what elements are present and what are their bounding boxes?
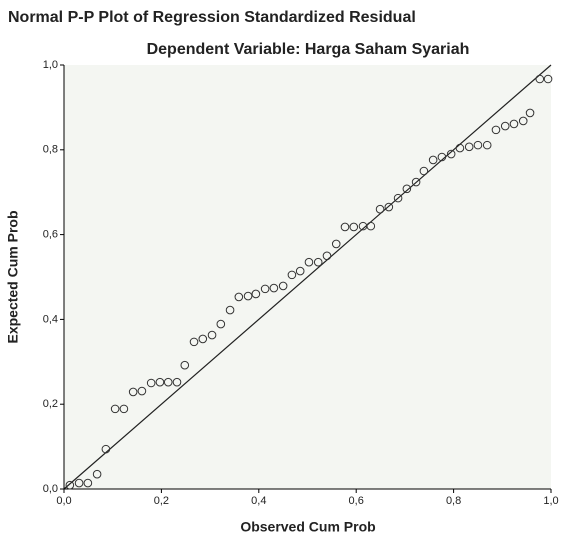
x-tick-label: 1,0 bbox=[543, 495, 558, 507]
x-tick-label: 0,2 bbox=[154, 495, 169, 507]
chart: Normal P-P Plot of Regression Standardiz… bbox=[0, 0, 561, 539]
y-tick-label: 0,6 bbox=[43, 229, 58, 241]
y-tick-label: 0,0 bbox=[43, 483, 58, 495]
x-tick-label: 0,4 bbox=[251, 495, 266, 507]
x-axis-title: Observed Cum Prob bbox=[240, 519, 375, 535]
y-tick-label: 0,2 bbox=[43, 398, 58, 410]
x-tick-label: 0,8 bbox=[446, 495, 461, 507]
x-tick-label: 0,6 bbox=[349, 495, 364, 507]
y-tick-label: 0,4 bbox=[43, 313, 58, 325]
y-tick-label: 0,8 bbox=[43, 144, 58, 156]
chart-subtitle: Dependent Variable: Harga Saham Syariah bbox=[147, 41, 470, 58]
chart-title: Normal P-P Plot of Regression Standardiz… bbox=[8, 9, 416, 26]
y-tick-label: 1,0 bbox=[43, 59, 58, 71]
x-tick-label: 0,0 bbox=[56, 495, 71, 507]
y-axis-title: Expected Cum Prob bbox=[5, 210, 21, 343]
